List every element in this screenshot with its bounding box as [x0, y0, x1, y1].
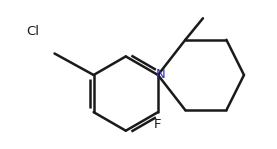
Text: Cl: Cl — [27, 25, 40, 38]
Text: F: F — [154, 118, 162, 131]
Text: N: N — [156, 69, 166, 82]
